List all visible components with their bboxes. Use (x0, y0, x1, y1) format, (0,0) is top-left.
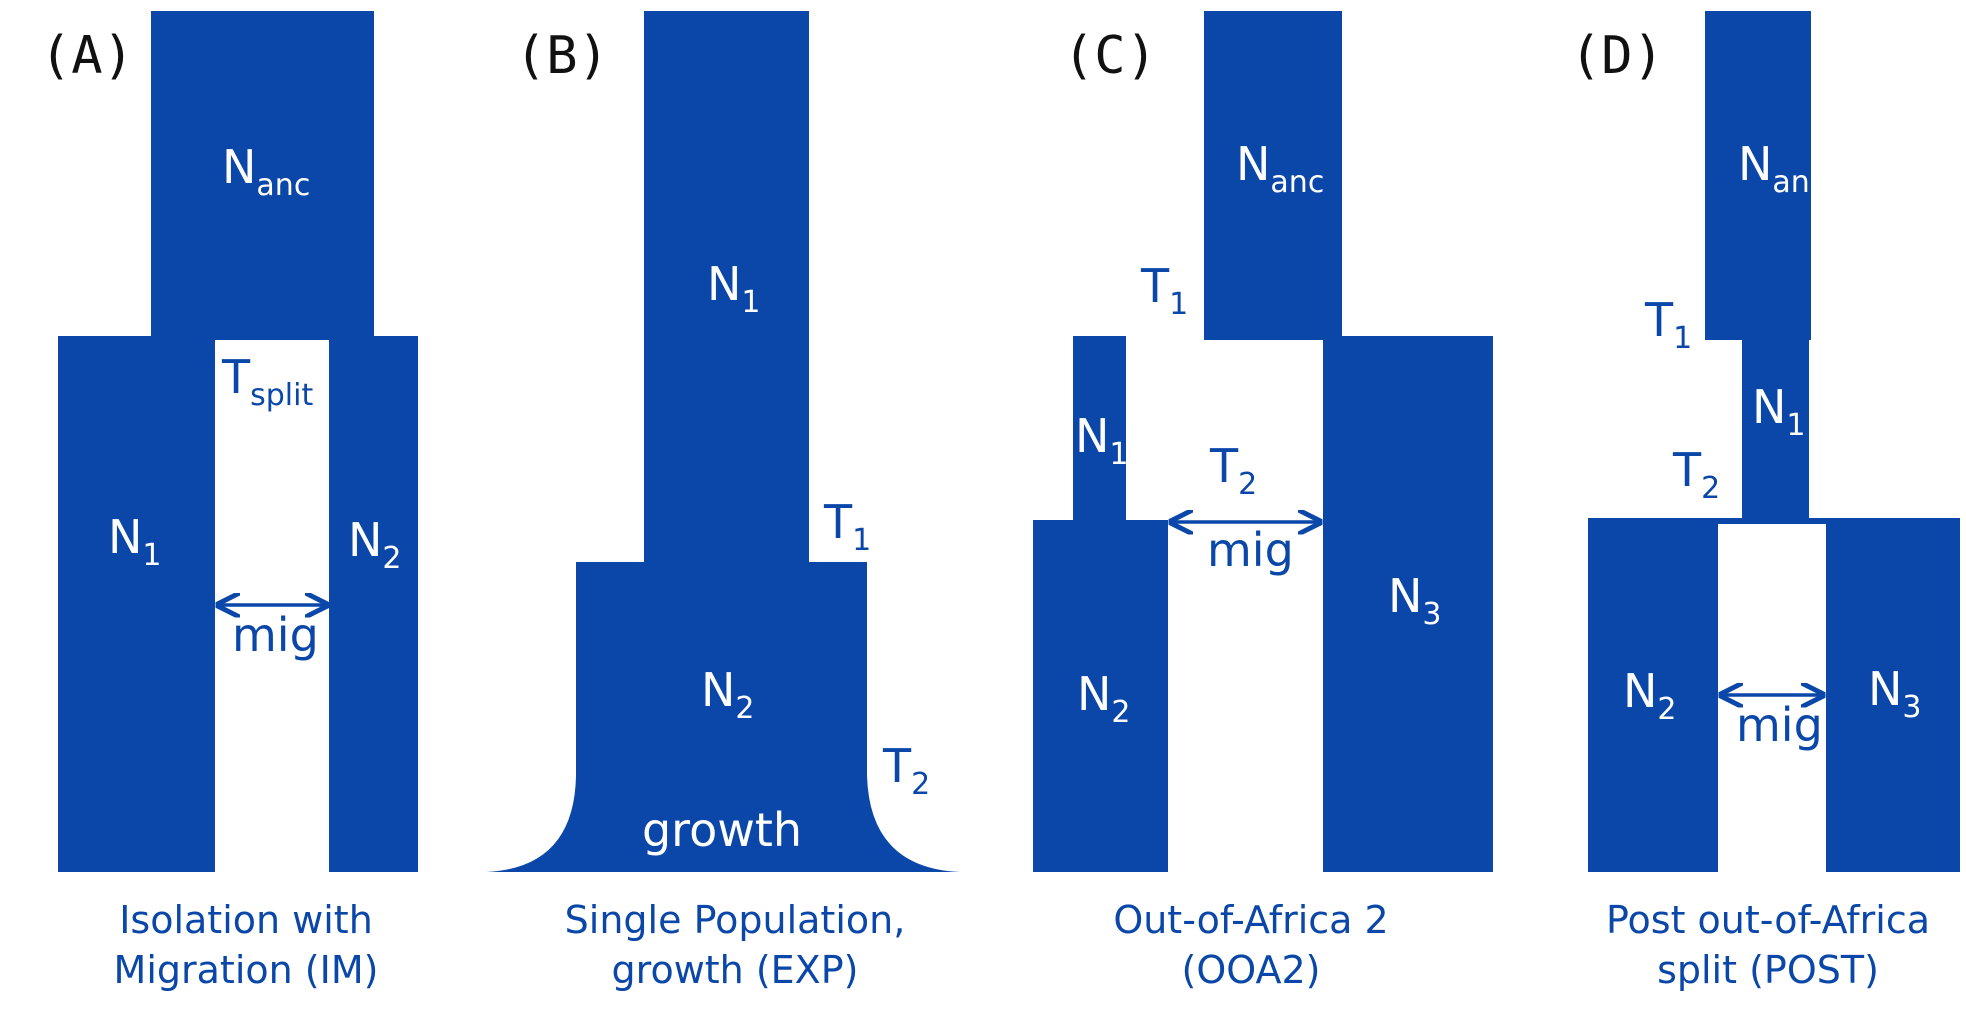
panel-c-t2-label: T2 (1209, 439, 1257, 502)
panel-d: (D) Nanc T1 N1 T2 N2 N3 mig Post out-of-… (1570, 11, 1960, 992)
panel-b-pop2-growth-block (486, 562, 960, 872)
panel-c-pop3-block (1323, 336, 1493, 872)
panel-d-n2-label: N2 (1623, 664, 1677, 727)
panel-c-n3-label: N3 (1388, 569, 1442, 632)
panel-a-nanc-label: Nanc (222, 140, 310, 203)
panel-d-letter: (D) (1570, 26, 1664, 86)
panel-d-nanc-label: Nanc (1738, 137, 1826, 200)
panel-b-n1-label: N1 (707, 257, 761, 320)
panel-a-mig-label: mig (232, 608, 319, 662)
panel-a-n2-label: N2 (348, 513, 402, 576)
panel-d-caption-line1: Post out-of-Africa (1606, 898, 1930, 942)
panel-c-pop2-block (1033, 520, 1168, 872)
panel-c-mig-label: mig (1207, 523, 1294, 577)
panel-a-ancestral-block (151, 11, 374, 340)
panel-a: (A) Nanc Tsplit N1 N2 mig Isolation with… (40, 11, 418, 992)
panel-b: (B) N1 T1 N2 T2 growth Single Population… (486, 11, 960, 992)
panel-d-n3-label: N3 (1868, 662, 1922, 725)
panel-a-caption-line2: Migration (IM) (114, 948, 379, 992)
panel-d-split-bar (1716, 518, 1828, 524)
panel-a-caption-line1: Isolation with (119, 898, 373, 942)
panel-c-n1-label: N1 (1075, 409, 1129, 472)
panel-a-tsplit-label: Tsplit (221, 350, 313, 413)
panel-c-n2-label: N2 (1077, 667, 1131, 730)
panel-a-pop2-block (329, 336, 418, 872)
panel-d-caption-line2: split (POST) (1657, 948, 1879, 992)
panel-c-letter: (C) (1063, 26, 1157, 86)
panel-c-nanc-label: Nanc (1236, 137, 1324, 200)
panel-c-pop1-block (1073, 336, 1126, 526)
panel-c-t1-label: T1 (1140, 259, 1188, 322)
panel-c-caption-line2: (OOA2) (1182, 948, 1321, 992)
panel-b-t2-label: T2 (882, 739, 930, 802)
panel-b-t1-label: T1 (823, 495, 871, 558)
panel-d-mig-label: mig (1736, 698, 1823, 752)
panel-c: (C) Nanc T1 N1 T2 mig N2 N3 Out-of-Afric… (1033, 11, 1493, 992)
panel-d-n1-label: N1 (1752, 380, 1806, 443)
panel-c-ancestral-block (1204, 11, 1342, 340)
panel-b-caption-line2: growth (EXP) (612, 948, 859, 992)
panel-b-n2-label: N2 (701, 663, 755, 726)
panel-d-ancestral-block (1705, 11, 1811, 340)
panel-d-t2-label: T2 (1672, 443, 1720, 506)
panel-d-pop1-block (1742, 336, 1809, 522)
panel-b-growth-label: growth (642, 803, 802, 857)
panel-a-pop1-block (58, 336, 215, 872)
panel-a-n1-label: N1 (108, 510, 162, 573)
panel-b-letter: (B) (515, 26, 609, 86)
panel-b-caption-line1: Single Population, (565, 898, 906, 942)
panel-d-t1-label: T1 (1644, 293, 1692, 356)
panel-b-pop1-block (644, 11, 809, 571)
panel-c-caption-line1: Out-of-Africa 2 (1113, 898, 1388, 942)
panel-d-pop3-block (1826, 518, 1960, 872)
panel-a-letter: (A) (40, 26, 134, 86)
panel-d-pop2-block (1588, 518, 1718, 872)
